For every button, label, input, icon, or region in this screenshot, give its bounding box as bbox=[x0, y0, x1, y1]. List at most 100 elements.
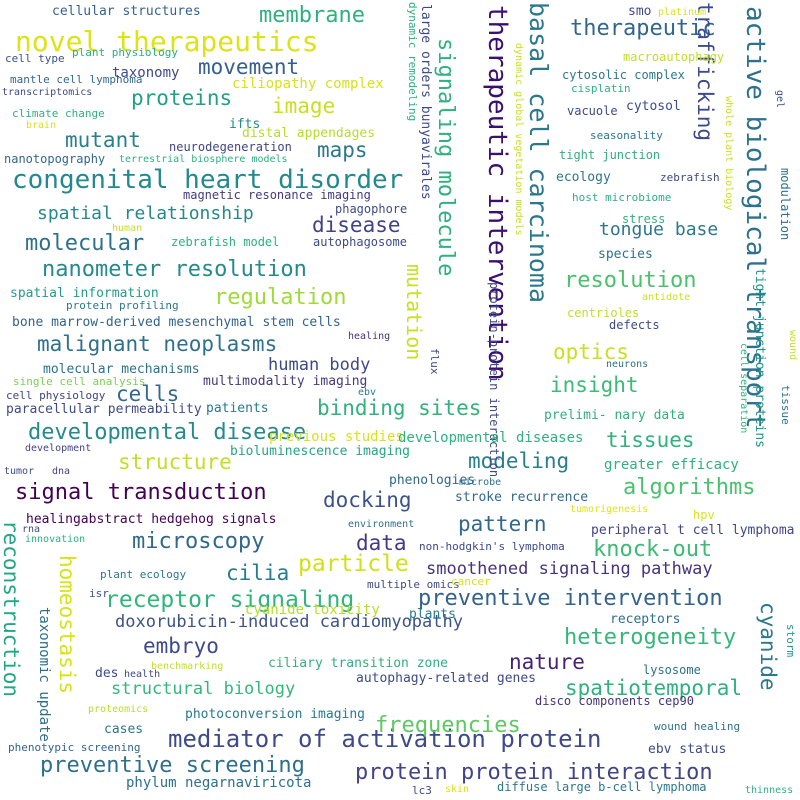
cloud-word: cisplatin bbox=[571, 82, 631, 95]
cloud-word: molecular bbox=[25, 231, 145, 256]
cloud-word: cell type bbox=[5, 52, 65, 65]
cloud-word: ciliopathy complex bbox=[232, 76, 384, 92]
cloud-word: peripheral t cell lymphoma bbox=[591, 523, 795, 538]
cloud-word: structural biology bbox=[111, 679, 296, 699]
cloud-word: human bbox=[112, 223, 143, 234]
cloud-word: basal cell carcinoma bbox=[524, 2, 553, 304]
cloud-word: non-hodgkin's lymphoma bbox=[419, 540, 565, 553]
cloud-word: molecular mechanisms bbox=[43, 362, 200, 377]
cloud-word: ebv status bbox=[648, 742, 727, 757]
cloud-word: disease bbox=[312, 213, 401, 237]
cloud-word: hpv bbox=[693, 508, 715, 522]
cloud-word: vacuole bbox=[567, 104, 618, 118]
cloud-word: novel therapeutics bbox=[15, 25, 319, 58]
cloud-word: nature bbox=[509, 650, 585, 674]
cloud-word: platinum bbox=[658, 7, 707, 18]
cloud-word: bioluminescence imaging bbox=[230, 444, 411, 459]
cloud-word: cyanide toxicity bbox=[245, 602, 380, 618]
cloud-word: seasonality bbox=[590, 129, 663, 142]
cloud-word: congenital heart disorder bbox=[12, 165, 404, 195]
cloud-word: tight junction bbox=[559, 148, 661, 162]
cloud-word: stress bbox=[622, 212, 666, 226]
cloud-word: phenologies bbox=[389, 473, 476, 488]
cloud-word: species bbox=[598, 247, 653, 262]
cloud-word: proteins bbox=[131, 86, 233, 110]
cloud-word: dynamic remodeling bbox=[406, 2, 419, 122]
cloud-word: multimodality imaging bbox=[203, 374, 368, 389]
cloud-word: plants bbox=[409, 607, 456, 622]
cloud-word: insight bbox=[550, 373, 639, 397]
cloud-word: dna bbox=[52, 466, 71, 477]
cloud-word: wound bbox=[787, 330, 798, 361]
cloud-word: signal transduction bbox=[15, 480, 267, 505]
cloud-word: cellular structures bbox=[52, 4, 201, 19]
cloud-word: stroke recurrence bbox=[455, 490, 589, 505]
cloud-word: spatial information bbox=[10, 286, 159, 301]
cloud-word: heterogeneity bbox=[564, 625, 737, 650]
cloud-word: diffuse large b-cell lymphoma bbox=[497, 780, 707, 794]
cloud-word: regulation bbox=[214, 285, 347, 310]
cloud-word: maps bbox=[317, 138, 368, 162]
cloud-word: defects bbox=[609, 318, 660, 332]
cloud-word: distal appendages bbox=[242, 126, 376, 141]
cloud-word: storm bbox=[784, 624, 797, 658]
cloud-word: autophagosome bbox=[313, 235, 407, 249]
cloud-word: docking bbox=[323, 488, 412, 512]
cloud-word: antidote bbox=[642, 292, 691, 303]
cloud-word: ciliary transition zone bbox=[268, 656, 449, 671]
cloud-word: cancer bbox=[451, 575, 491, 588]
cloud-word: embryo bbox=[143, 634, 219, 658]
cloud-word: photoconversion imaging bbox=[185, 707, 366, 722]
cloud-word: tissue bbox=[779, 385, 792, 425]
cloud-word: phenotypic screening bbox=[8, 741, 141, 754]
cloud-word: modulation bbox=[778, 168, 792, 241]
cloud-word: cytosol bbox=[626, 99, 681, 114]
cloud-word: reconstruction bbox=[0, 520, 23, 698]
cloud-word: taxonomic update bbox=[36, 607, 52, 742]
cloud-word: pattern bbox=[458, 512, 547, 536]
cloud-word: paracellular permeability bbox=[6, 402, 202, 417]
cloud-word: structure bbox=[118, 450, 232, 474]
cloud-word: proteomics bbox=[88, 704, 149, 715]
cloud-word: ecology bbox=[556, 170, 611, 185]
cloud-word: neurodegeneration bbox=[169, 140, 292, 154]
cloud-word: tissues bbox=[606, 428, 695, 452]
cloud-word: innovation bbox=[25, 534, 86, 545]
cloud-word: taxonomy bbox=[112, 65, 180, 81]
cloud-word: algorithms bbox=[623, 475, 756, 500]
cloud-word: isr bbox=[89, 587, 109, 600]
cloud-word: rna bbox=[22, 524, 41, 535]
cloud-word: preventive screening bbox=[40, 753, 305, 778]
cloud-word: host microbiome bbox=[572, 191, 672, 204]
cloud-word: microbe bbox=[459, 477, 502, 488]
cloud-word: preventive intervention bbox=[418, 586, 723, 611]
cloud-word: tongue base bbox=[599, 219, 719, 240]
cloud-word: spatial relationship bbox=[37, 203, 254, 224]
cloud-word: data bbox=[356, 531, 407, 555]
cloud-word: zebrafish model bbox=[171, 235, 280, 249]
cloud-word: magnetic resonance imaging bbox=[183, 188, 371, 202]
cloud-word: malignant neoplasms bbox=[37, 332, 278, 356]
cloud-word: homeostasis bbox=[55, 555, 79, 695]
cloud-word: skin bbox=[445, 784, 470, 795]
cloud-word: cell separation bbox=[738, 343, 749, 434]
cloud-word: plant physiology bbox=[72, 46, 178, 59]
cloud-word: transcriptomics bbox=[2, 87, 93, 98]
cloud-word: patients bbox=[206, 401, 269, 416]
cloud-word: tumorigenesis bbox=[570, 504, 649, 515]
cloud-word: mantle cell lymphoma bbox=[10, 73, 143, 86]
cloud-word: des bbox=[95, 666, 119, 681]
cloud-word: modeling bbox=[468, 449, 570, 473]
cloud-word: greater efficacy bbox=[604, 457, 739, 473]
cloud-word: bone marrow-derived mesenchymal stem cel… bbox=[12, 315, 341, 330]
cloud-word: spatiotemporal bbox=[565, 676, 743, 700]
cloud-word: movement bbox=[198, 55, 300, 79]
cloud-word: gel bbox=[774, 90, 785, 109]
cloud-word: microscopy bbox=[132, 529, 265, 554]
cloud-word: disco components cep90 bbox=[535, 694, 694, 708]
cloud-word: neurons bbox=[606, 359, 649, 370]
cloud-word: tumor bbox=[4, 466, 35, 477]
cloud-word: receptors bbox=[610, 612, 681, 627]
cloud-word: thinness bbox=[745, 785, 794, 796]
cloud-word: previous studies bbox=[269, 429, 404, 445]
